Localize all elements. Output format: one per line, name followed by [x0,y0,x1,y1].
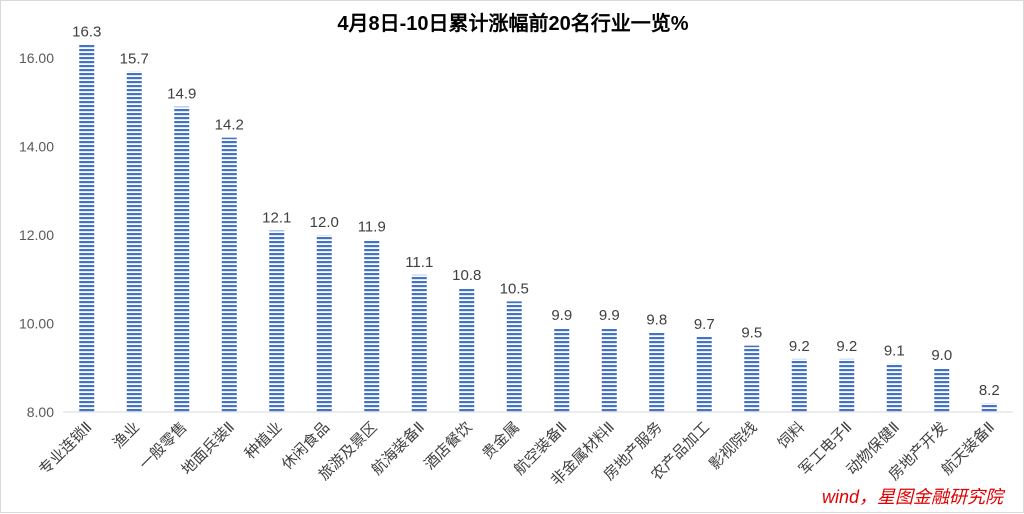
source-note: wind，星图金融研究院 [821,487,1003,507]
chart-title: 4月8日-10日累计涨幅前20名行业一览% [337,13,689,35]
data-label: 9.5 [741,325,762,342]
bar [696,336,712,412]
data-label: 16.3 [72,24,101,41]
x-tick-label: 渔业 [109,418,143,452]
data-label: 14.9 [167,86,196,103]
data-label: 9.9 [551,307,572,324]
bar [981,403,997,412]
value-labels: 16.3 15.7 14.9 14.2 12.1 12.0 11.9 11.1 10.8 10.5… [72,24,1000,399]
bar [934,367,950,412]
data-label: 9.8 [646,311,667,328]
bar [839,358,855,412]
x-tick-label: 饲料 [774,418,808,452]
x-tick-label: 种植业 [241,418,286,463]
x-tick-label: 专业连锁Ⅱ [35,418,95,478]
data-label: 15.7 [120,50,149,67]
data-label: 11.9 [358,218,386,235]
bar [886,363,902,412]
x-tick-label: 酒店餐饮 [420,418,475,473]
data-label: 9.9 [599,307,620,324]
data-label: 8.2 [979,382,1000,399]
bar [649,332,665,412]
bar [79,44,95,412]
bar [744,345,760,412]
bar [221,137,237,412]
data-label: 12.0 [310,214,339,231]
bar [411,274,427,412]
y-axis: 8.00 10.00 12.00 14.00 16.00 [19,50,54,420]
bar [554,327,570,412]
x-tick-label: 影视院线 [705,418,760,473]
data-label: 9.1 [884,342,905,359]
bar [601,327,617,412]
y-tick-label: 14.00 [19,139,54,155]
data-label: 12.1 [262,210,291,227]
data-label: 9.7 [694,316,715,333]
bar [126,71,142,413]
y-tick-label: 10.00 [19,316,54,332]
data-label: 10.5 [500,280,529,297]
bars [79,44,997,413]
y-tick-label: 8.00 [27,404,54,420]
data-label: 9.0 [931,347,952,364]
data-label: 14.2 [215,117,244,134]
bar [269,230,285,412]
bar [791,358,807,412]
x-tick-label: 贵金属 [479,418,524,463]
data-label: 11.1 [405,254,433,271]
bar [364,239,380,412]
data-label: 10.8 [452,267,481,284]
bar [174,106,190,413]
y-tick-label: 16.00 [19,50,54,66]
y-tick-label: 12.00 [19,227,54,243]
bar [459,288,475,412]
bar [506,301,522,412]
data-label: 9.2 [789,338,810,355]
data-label: 9.2 [836,338,857,355]
bar [316,235,332,412]
